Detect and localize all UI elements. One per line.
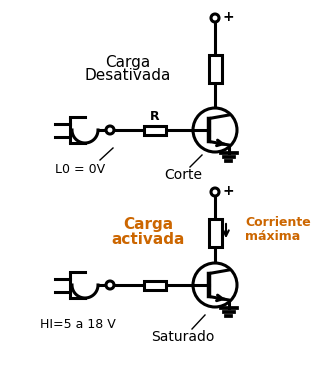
Text: Saturado: Saturado — [151, 330, 215, 344]
Text: L0 = 0V: L0 = 0V — [55, 163, 105, 176]
Text: HI=5 a 18 V: HI=5 a 18 V — [40, 318, 116, 331]
Text: máxima: máxima — [245, 230, 300, 242]
Text: Corriente: Corriente — [245, 215, 311, 228]
Bar — [143, 125, 165, 134]
Circle shape — [211, 14, 219, 22]
Circle shape — [211, 188, 219, 196]
Text: R: R — [150, 110, 159, 123]
Text: activada: activada — [111, 231, 185, 246]
Text: Desativada: Desativada — [85, 69, 171, 83]
Text: Carga: Carga — [123, 217, 173, 232]
Text: Carga: Carga — [105, 55, 151, 69]
Circle shape — [193, 263, 237, 307]
Circle shape — [106, 281, 114, 289]
Text: Corte: Corte — [164, 168, 202, 182]
Circle shape — [106, 126, 114, 134]
Bar — [209, 55, 221, 83]
Bar — [209, 219, 221, 247]
Text: +: + — [222, 184, 234, 198]
Bar — [143, 280, 165, 290]
Text: +: + — [222, 10, 234, 24]
Circle shape — [193, 108, 237, 152]
